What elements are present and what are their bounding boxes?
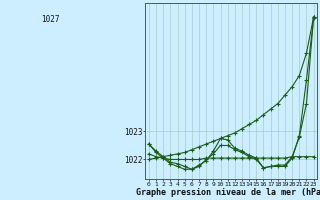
X-axis label: Graphe pression niveau de la mer (hPa): Graphe pression niveau de la mer (hPa) bbox=[136, 188, 320, 197]
Text: 1027: 1027 bbox=[41, 15, 59, 24]
